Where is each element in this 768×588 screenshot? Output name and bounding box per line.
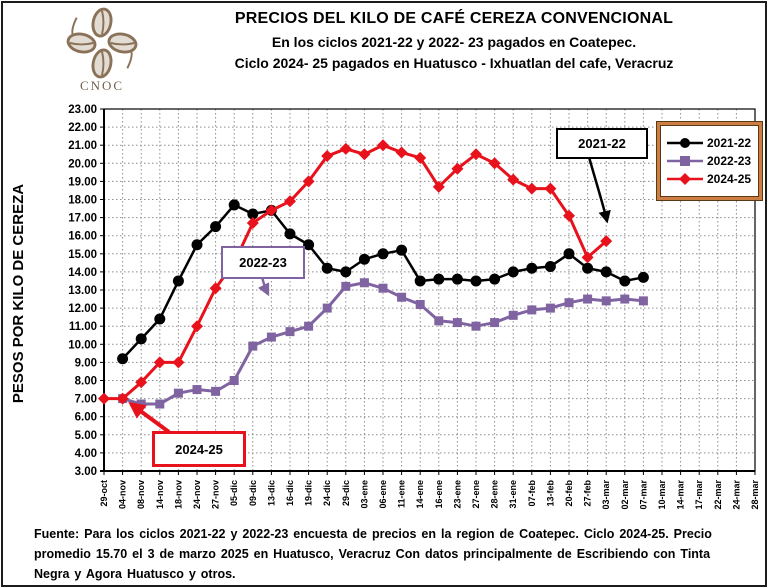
cnoc-logo: CNOC bbox=[56, 6, 148, 98]
source-note-line: promedio 15.70 el 3 de marzo 2025 en Hua… bbox=[34, 547, 711, 561]
legend-marker-diamond-icon bbox=[667, 173, 703, 185]
svg-text:16.00: 16.00 bbox=[68, 231, 97, 243]
svg-text:16-ene: 16-ene bbox=[434, 480, 444, 509]
svg-text:27-ene: 27-ene bbox=[471, 480, 481, 509]
svg-text:23.00: 23.00 bbox=[68, 104, 97, 116]
svg-text:17-mar: 17-mar bbox=[694, 480, 704, 510]
svg-text:13-dic: 13-dic bbox=[266, 480, 276, 506]
svg-text:03-mar: 03-mar bbox=[601, 480, 611, 510]
series-2024-25 bbox=[98, 139, 613, 405]
y-axis-title: PESOS POR KILO DE CEREZA bbox=[10, 183, 28, 403]
svg-text:19.00: 19.00 bbox=[68, 176, 97, 188]
svg-text:08-nov: 08-nov bbox=[136, 480, 146, 509]
svg-text:15.00: 15.00 bbox=[68, 249, 97, 261]
svg-text:20.00: 20.00 bbox=[68, 158, 97, 170]
svg-text:11-ene: 11-ene bbox=[397, 480, 407, 508]
legend-item-2024-25: 2024-25 bbox=[667, 172, 751, 186]
legend-marker-square-icon bbox=[667, 156, 703, 166]
svg-text:02-mar: 02-mar bbox=[620, 480, 630, 510]
svg-text:04-nov: 04-nov bbox=[118, 480, 128, 509]
svg-text:28-ene: 28-ene bbox=[490, 480, 500, 509]
svg-text:27-feb: 27-feb bbox=[583, 480, 593, 507]
svg-text:14-ene: 14-ene bbox=[415, 480, 425, 509]
svg-text:03-ene: 03-ene bbox=[359, 480, 369, 509]
svg-text:19-dic: 19-dic bbox=[304, 480, 314, 506]
svg-text:24-mar: 24-mar bbox=[731, 480, 741, 510]
svg-text:5.00: 5.00 bbox=[75, 430, 97, 442]
svg-text:12.00: 12.00 bbox=[68, 303, 97, 315]
svg-text:11.00: 11.00 bbox=[69, 321, 97, 333]
svg-text:20-feb: 20-feb bbox=[564, 480, 574, 507]
svg-text:06-ene: 06-ene bbox=[378, 480, 388, 509]
svg-text:27-nov: 27-nov bbox=[211, 480, 221, 509]
svg-text:29-dic: 29-dic bbox=[341, 480, 351, 506]
svg-text:22.00: 22.00 bbox=[68, 122, 97, 134]
callout-2024-25: 2024-25 bbox=[152, 431, 246, 467]
svg-text:29-oct: 29-oct bbox=[99, 480, 109, 507]
svg-text:31-ene: 31-ene bbox=[508, 480, 518, 509]
svg-text:17.00: 17.00 bbox=[68, 213, 97, 225]
svg-text:21.00: 21.00 bbox=[68, 140, 97, 152]
svg-text:18-nov: 18-nov bbox=[173, 480, 183, 509]
source-note: Fuente: Para los ciclos 2021-22 y 2022-2… bbox=[34, 524, 746, 584]
svg-text:8.00: 8.00 bbox=[75, 376, 97, 388]
svg-text:3.00: 3.00 bbox=[75, 466, 97, 478]
legend-marker-circle-icon bbox=[667, 138, 703, 148]
legend: 2021-22 2022-23 2024-25 bbox=[656, 121, 764, 201]
svg-text:14-nov: 14-nov bbox=[155, 480, 165, 509]
svg-text:07-mar: 07-mar bbox=[638, 480, 648, 510]
legend-item-2021-22: 2021-22 bbox=[667, 136, 751, 150]
svg-text:24-dic: 24-dic bbox=[322, 480, 332, 506]
page-subtitle-2: Ciclo 2024- 25 pagados en Huatusco - Ixh… bbox=[234, 55, 674, 71]
page-title: PRECIOS DEL KILO DE CAFÉ CEREZA CONVENCI… bbox=[234, 10, 674, 27]
logo-text: CNOC bbox=[79, 78, 125, 93]
page-subtitle-1: En los ciclos 2021-22 y 2022- 23 pagados… bbox=[271, 34, 637, 50]
callout-2022-23: 2022-23 bbox=[221, 246, 305, 279]
svg-text:13.00: 13.00 bbox=[68, 285, 97, 297]
svg-text:09-dic: 09-dic bbox=[248, 480, 258, 506]
svg-text:10.00: 10.00 bbox=[68, 339, 97, 351]
x-axis-tick-labels: 29-oct 04-nov 08-nov 14-nov 18-nov 24-nov 27-n… bbox=[99, 471, 760, 510]
svg-text:07-feb: 07-feb bbox=[527, 480, 537, 507]
svg-text:14-mar: 14-mar bbox=[676, 480, 686, 510]
svg-text:28-mar: 28-mar bbox=[750, 480, 760, 510]
svg-text:18.00: 18.00 bbox=[68, 195, 97, 207]
coffee-flower-icon bbox=[66, 7, 138, 79]
svg-text:23-ene: 23-ene bbox=[452, 480, 462, 509]
svg-text:9.00: 9.00 bbox=[75, 357, 97, 369]
axis-ticks bbox=[100, 108, 104, 472]
source-note-line: Negra y Agora Huatusco y otros. bbox=[34, 567, 236, 581]
svg-text:05-dic: 05-dic bbox=[229, 480, 239, 506]
callout-2021-22: 2021-22 bbox=[556, 128, 648, 159]
y-axis-tick-labels: 3.00 4.00 5.00 6.00 7.00 8.00 9.00 10.00 11.00 12… bbox=[68, 104, 97, 478]
svg-text:6.00: 6.00 bbox=[75, 412, 97, 424]
svg-text:4.00: 4.00 bbox=[75, 448, 97, 460]
title-block: PRECIOS DEL KILO DE CAFÉ CEREZA CONVENCI… bbox=[150, 8, 758, 71]
svg-text:22-mar: 22-mar bbox=[713, 480, 723, 510]
svg-text:10-mar: 10-mar bbox=[657, 480, 667, 510]
svg-text:24-nov: 24-nov bbox=[192, 480, 202, 509]
svg-text:14.00: 14.00 bbox=[68, 267, 97, 279]
legend-item-2022-23: 2022-23 bbox=[667, 154, 751, 168]
svg-text:13-feb: 13-feb bbox=[545, 480, 555, 507]
svg-text:7.00: 7.00 bbox=[75, 394, 97, 406]
source-note-line: Fuente: Para los ciclos 2021-22 y 2022-2… bbox=[34, 527, 712, 541]
svg-text:16-dic: 16-dic bbox=[285, 480, 295, 506]
